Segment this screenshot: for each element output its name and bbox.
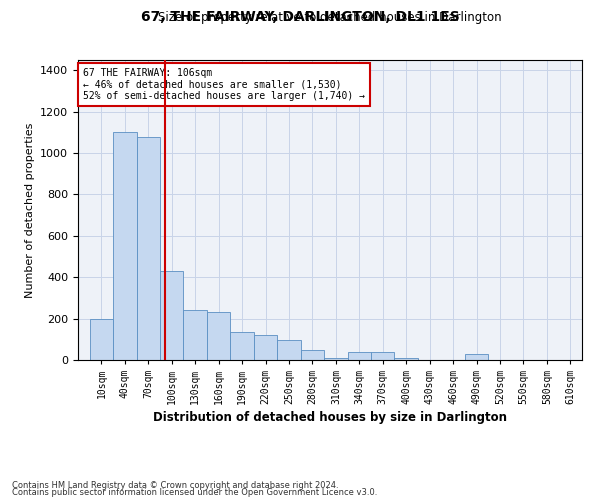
Title: Size of property relative to detached houses in Darlington: Size of property relative to detached ho… (158, 11, 502, 24)
Bar (207, 312, 230, 360)
Bar (230, 332, 254, 360)
Text: 67, THE FAIRWAY, DARLINGTON, DL1 1ES: 67, THE FAIRWAY, DARLINGTON, DL1 1ES (140, 10, 460, 24)
Text: Contains public sector information licensed under the Open Government Licence v3: Contains public sector information licen… (12, 488, 377, 497)
Bar (277, 340, 301, 360)
Bar (347, 352, 371, 360)
Bar (137, 136, 160, 360)
Bar (113, 132, 137, 360)
X-axis label: Distribution of detached houses by size in Darlington: Distribution of detached houses by size … (153, 411, 507, 424)
Bar (465, 354, 488, 360)
Y-axis label: Number of detached properties: Number of detached properties (25, 122, 35, 298)
Bar (160, 271, 184, 360)
Bar (394, 358, 418, 360)
Bar (371, 352, 394, 360)
Bar (184, 310, 207, 360)
Text: 67 THE FAIRWAY: 106sqm
← 46% of detached houses are smaller (1,530)
52% of semi-: 67 THE FAIRWAY: 106sqm ← 46% of detached… (83, 68, 365, 100)
Bar (254, 335, 277, 360)
Bar (90, 318, 113, 360)
Bar (301, 350, 324, 360)
Bar (324, 358, 347, 360)
Text: Contains HM Land Registry data © Crown copyright and database right 2024.: Contains HM Land Registry data © Crown c… (12, 480, 338, 490)
